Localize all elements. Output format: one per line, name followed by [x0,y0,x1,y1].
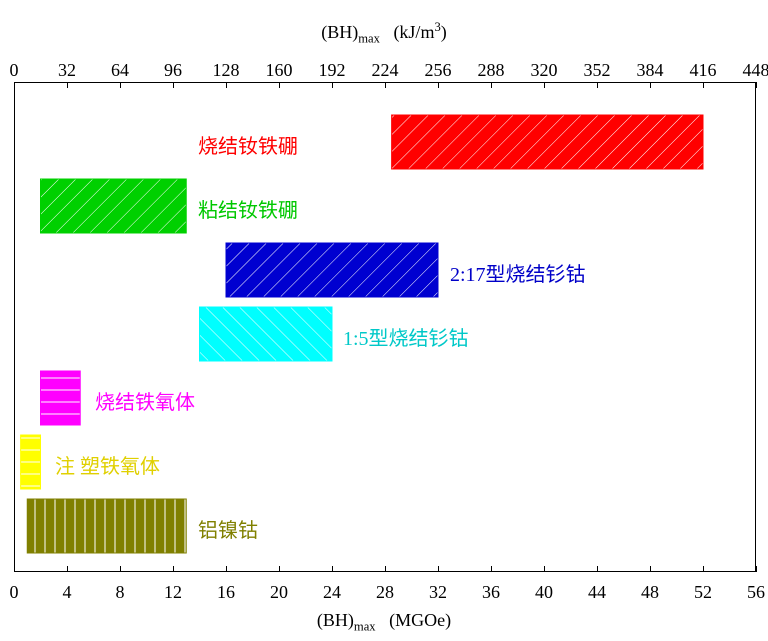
top-tick-label: 352 [584,60,611,81]
top-tick-label: 128 [213,60,240,81]
bottom-tick-label: 52 [694,582,712,603]
bottom-tick-label: 32 [429,582,447,603]
bar-hatch-alnico [27,499,186,553]
top-tick-label: 160 [266,60,293,81]
top-tick-mark [67,82,68,88]
bottom-tick-mark [597,566,598,572]
bars-layer [0,0,768,641]
bottom-tick-mark [120,566,121,572]
top-tick-mark [703,82,704,88]
bottom-tick-mark [491,566,492,572]
bottom-tick-label: 24 [323,582,341,603]
top-tick-mark [650,82,651,88]
bar-hatch-smco-2-17 [226,243,438,297]
bar-label-sintered-ndfeb: 烧结钕铁硼 [198,130,298,159]
top-tick-label: 448 [743,60,768,81]
top-tick-mark [756,82,757,88]
bottom-tick-label: 20 [270,582,288,603]
top-tick-mark [332,82,333,88]
top-tick-label: 64 [111,60,129,81]
bottom-tick-label: 28 [376,582,394,603]
bottom-tick-mark [438,566,439,572]
top-tick-label: 256 [425,60,452,81]
bar-hatch-bonded-ndfeb [41,179,187,233]
top-tick-mark [438,82,439,88]
bottom-tick-mark [650,566,651,572]
bottom-tick-mark [544,566,545,572]
chart-container: (BH)max (kJ/m3) (BH)max (MGOe) 032649612… [0,0,768,641]
bottom-tick-mark [385,566,386,572]
bottom-tick-label: 40 [535,582,553,603]
top-tick-label: 416 [690,60,717,81]
bar-label-bonded-ndfeb: 粘结钕铁硼 [198,194,298,223]
top-tick-mark [491,82,492,88]
top-tick-label: 0 [10,60,19,81]
top-tick-mark [279,82,280,88]
bar-hatch-injection-ferrite [21,435,41,489]
bottom-tick-label: 4 [63,582,72,603]
bottom-tick-label: 12 [164,582,182,603]
top-tick-label: 32 [58,60,76,81]
top-tick-mark [173,82,174,88]
bottom-tick-mark [332,566,333,572]
top-tick-label: 96 [164,60,182,81]
bottom-tick-mark [173,566,174,572]
bottom-tick-mark [703,566,704,572]
top-tick-mark [597,82,598,88]
top-tick-mark [14,82,15,88]
top-tick-mark [385,82,386,88]
top-tick-label: 224 [372,60,399,81]
bottom-tick-mark [226,566,227,572]
bottom-tick-label: 36 [482,582,500,603]
bottom-tick-mark [67,566,68,572]
bar-hatch-smco-1-5 [200,307,333,361]
top-tick-label: 384 [637,60,664,81]
bar-label-smco-1-5: 1:5型烧结钐钴 [343,322,469,351]
top-tick-label: 192 [319,60,346,81]
bottom-tick-mark [14,566,15,572]
bar-label-sintered-ferrite: 烧结铁氧体 [95,386,195,415]
bottom-tick-label: 8 [116,582,125,603]
bottom-tick-label: 48 [641,582,659,603]
bar-label-smco-2-17: 2:17型烧结钐钴 [450,258,586,287]
bottom-tick-mark [756,566,757,572]
top-tick-mark [226,82,227,88]
bar-label-alnico: 铝镍钴 [198,514,258,543]
bottom-tick-label: 44 [588,582,606,603]
bottom-tick-label: 16 [217,582,235,603]
top-tick-label: 288 [478,60,505,81]
top-tick-mark [544,82,545,88]
bottom-tick-label: 56 [747,582,765,603]
bottom-tick-mark [279,566,280,572]
top-tick-label: 320 [531,60,558,81]
bar-label-injection-ferrite: 注 塑铁氧体 [55,450,160,479]
bar-hatch-sintered-ferrite [41,371,81,425]
top-tick-mark [120,82,121,88]
bottom-tick-label: 0 [10,582,19,603]
bar-hatch-sintered-ndfeb [392,115,703,169]
